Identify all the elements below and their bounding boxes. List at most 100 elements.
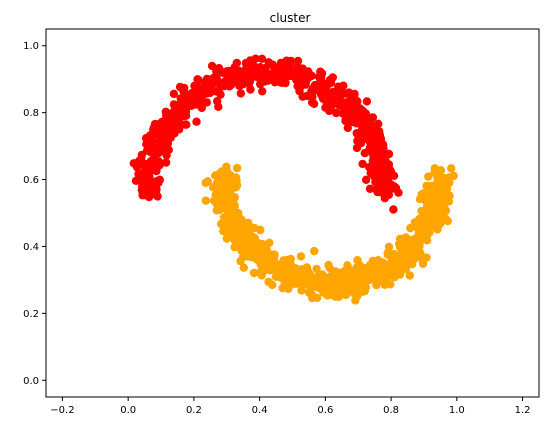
data-point <box>131 176 141 185</box>
data-point <box>213 97 222 106</box>
data-point <box>413 244 422 253</box>
data-point <box>364 269 373 278</box>
data-point <box>405 271 414 280</box>
data-point <box>410 222 420 231</box>
data-point <box>340 275 349 284</box>
data-point <box>228 216 237 225</box>
data-point <box>374 128 384 137</box>
x-tick-label: 0.4 <box>252 405 268 416</box>
data-point <box>255 225 265 234</box>
data-point <box>270 64 280 73</box>
data-point <box>318 94 328 103</box>
data-point <box>310 246 319 256</box>
data-point <box>352 143 362 153</box>
data-point <box>297 286 306 295</box>
data-point <box>419 189 428 198</box>
data-point <box>155 158 164 168</box>
data-point <box>204 83 214 92</box>
plot-frame <box>45 28 540 398</box>
data-point <box>236 89 245 98</box>
data-point <box>365 184 375 193</box>
data-point <box>345 108 355 117</box>
data-point <box>156 141 165 151</box>
data-point <box>385 249 394 258</box>
data-point <box>338 109 347 118</box>
data-point <box>239 263 248 272</box>
chart-title: cluster <box>270 11 311 25</box>
data-point <box>308 92 317 102</box>
data-point <box>396 243 405 252</box>
data-point <box>271 70 280 80</box>
data-point <box>439 197 448 206</box>
data-point <box>182 96 191 105</box>
data-point <box>288 275 298 284</box>
data-point <box>240 70 249 80</box>
data-point <box>421 232 430 241</box>
data-point <box>343 123 352 133</box>
data-point <box>365 143 375 153</box>
data-point <box>309 99 319 109</box>
data-point <box>373 152 382 162</box>
data-point <box>350 282 359 291</box>
data-point <box>384 149 394 159</box>
data-point <box>417 206 426 216</box>
data-point <box>145 167 154 176</box>
data-point <box>328 268 338 278</box>
data-point <box>257 54 267 63</box>
data-point <box>258 244 267 253</box>
x-tick-label: 0.8 <box>383 405 399 416</box>
data-point <box>155 131 164 141</box>
data-point <box>422 220 431 229</box>
data-point <box>163 146 172 155</box>
data-point <box>436 166 446 175</box>
data-point <box>246 85 255 94</box>
data-point <box>276 78 285 87</box>
data-point <box>353 97 362 106</box>
data-point <box>233 163 242 173</box>
data-point <box>328 93 338 102</box>
y-axis-ticks: 0.0 0.2 0.4 0.6 0.8 1.0 <box>23 41 46 387</box>
data-point <box>258 87 267 96</box>
y-tick-label: 0.8 <box>23 108 39 119</box>
data-point <box>436 219 445 228</box>
x-tick-label: 0.0 <box>120 405 136 416</box>
data-point <box>364 113 373 122</box>
data-point <box>424 183 434 192</box>
data-point <box>182 120 191 129</box>
data-point <box>145 186 155 195</box>
data-point <box>145 136 154 145</box>
data-point <box>358 159 367 169</box>
data-point <box>230 208 240 218</box>
data-point <box>386 180 396 189</box>
x-tick-label: 0.6 <box>317 405 333 416</box>
data-point <box>299 279 308 288</box>
data-point <box>415 235 424 244</box>
data-point <box>233 77 243 87</box>
data-point <box>169 89 179 99</box>
data-point <box>386 280 395 289</box>
data-point <box>247 72 257 82</box>
data-point <box>221 69 231 78</box>
data-point <box>256 79 265 89</box>
data-point <box>447 164 456 173</box>
data-point <box>377 143 386 153</box>
data-point <box>155 175 164 184</box>
data-point <box>153 123 162 132</box>
data-point <box>251 54 260 63</box>
data-point <box>361 175 371 184</box>
data-point <box>316 67 325 76</box>
data-point <box>335 268 344 278</box>
data-point <box>162 110 171 119</box>
data-point <box>271 272 281 281</box>
data-point <box>144 146 153 155</box>
data-point <box>276 260 286 269</box>
data-point <box>237 241 246 251</box>
data-point <box>343 97 353 107</box>
data-point <box>370 163 379 172</box>
data-point <box>336 83 346 93</box>
data-point <box>194 76 203 85</box>
data-point <box>362 97 372 106</box>
data-point <box>161 121 170 130</box>
data-point <box>284 284 293 293</box>
